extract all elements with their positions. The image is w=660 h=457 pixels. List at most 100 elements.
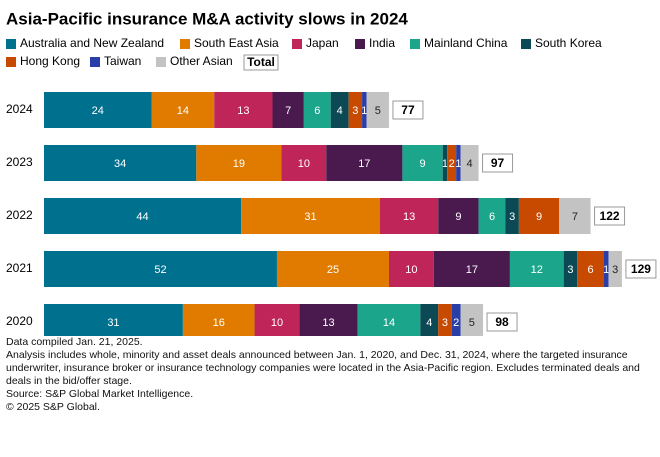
bar-segment [388,251,434,287]
legend-swatch [292,39,302,49]
bar-segment [451,304,461,336]
notes: Data compiled Jan. 21, 2025. Analysis inc… [6,336,651,414]
bar-segment [303,92,331,128]
value-label: 14 [177,105,189,117]
value-label: 34 [114,158,126,170]
y-tick-label: 2020 [6,314,33,328]
value-label: 19 [233,158,245,170]
bar-segment [366,92,389,128]
legend-swatch [521,39,531,49]
legend-label: Japan [306,36,339,50]
bar-segment [214,92,273,128]
value-label: 6 [587,264,593,276]
value-label: 17 [466,264,478,276]
bar-segment [420,304,439,336]
value-label: 12 [531,264,543,276]
bar-segment [241,198,380,234]
value-label: 3 [442,317,448,329]
value-label: 52 [154,264,166,276]
value-label: 31 [107,317,119,329]
bar-segment [44,145,197,181]
value-label: 31 [304,211,316,223]
legend-label: South Korea [535,36,602,50]
legend-swatch [355,39,365,49]
y-tick-label: 2023 [6,155,33,169]
legend-label: Mainland China [424,36,508,50]
value-label: 6 [314,105,320,117]
legend-swatch [156,57,166,67]
total-label: 122 [600,209,620,223]
y-tick-label: 2024 [6,102,33,116]
value-label: 4 [467,158,473,170]
note: Data compiled Jan. 21, 2025. [6,336,143,348]
value-label: 25 [327,264,339,276]
legend-label: Other Asian [170,54,233,68]
total-box [482,153,514,173]
value-label: 1 [603,264,609,276]
value-label: 16 [213,317,225,329]
legend-swatch [180,39,190,49]
value-label: 3 [612,264,618,276]
bar-segment [299,304,358,336]
bar-segment [447,145,457,181]
bar-segment [456,145,461,181]
bar-segment [330,92,349,128]
value-label: 13 [322,317,334,329]
value-label: 7 [572,211,578,223]
bar-segment [362,92,367,128]
legend-total: Total [247,55,275,69]
bar-segment [357,304,421,336]
value-label: 5 [469,317,475,329]
total-box [594,206,626,226]
note: Analysis includes whole, minority and as… [6,349,640,387]
bar-segment [44,92,152,128]
total-box [392,100,424,120]
value-label: 1 [361,105,367,117]
bar-segment [348,92,363,128]
bar-segment [254,304,300,336]
legend-swatch [90,57,100,67]
legend-swatch [6,39,16,49]
total-label: 129 [631,262,651,276]
value-label: 5 [375,105,381,117]
bar-segment [433,251,510,287]
value-label: 13 [403,211,415,223]
value-label: 3 [567,264,573,276]
y-tick-label: 2021 [6,261,33,275]
value-label: 9 [536,211,542,223]
total-label: 97 [491,156,505,170]
bar-segment [196,145,282,181]
value-label: 2 [453,317,459,329]
value-label: 9 [419,158,425,170]
bar-segment [442,145,448,181]
bar-segment [276,251,389,287]
bar-segment [326,145,403,181]
value-label: 3 [509,211,515,223]
value-label: 7 [285,105,291,117]
bar-segment [505,198,519,234]
note: © 2025 S&P Global. [6,401,100,413]
legend-label: Hong Kong [20,54,80,68]
total-label: 98 [495,315,509,329]
bar-segment [438,198,479,234]
bar-segment [438,304,452,336]
value-label: 3 [352,105,358,117]
value-label: 10 [271,317,283,329]
value-label: 2 [449,158,455,170]
value-label: 9 [455,211,461,223]
bar-segment [559,198,591,234]
legend-label: South East Asia [194,36,279,50]
bar-segment [44,251,277,287]
bar-segment [182,304,255,336]
value-label: 13 [237,105,249,117]
value-label: 10 [298,158,310,170]
value-label: 14 [383,317,395,329]
value-label: 1 [442,158,448,170]
value-label: 4 [337,105,343,117]
chart: Asia-Pacific insurance M&A activity slow… [6,9,657,336]
total-box [625,259,657,279]
legend-label: Taiwan [104,54,141,68]
value-label: 17 [358,158,370,170]
value-label: 6 [489,211,495,223]
